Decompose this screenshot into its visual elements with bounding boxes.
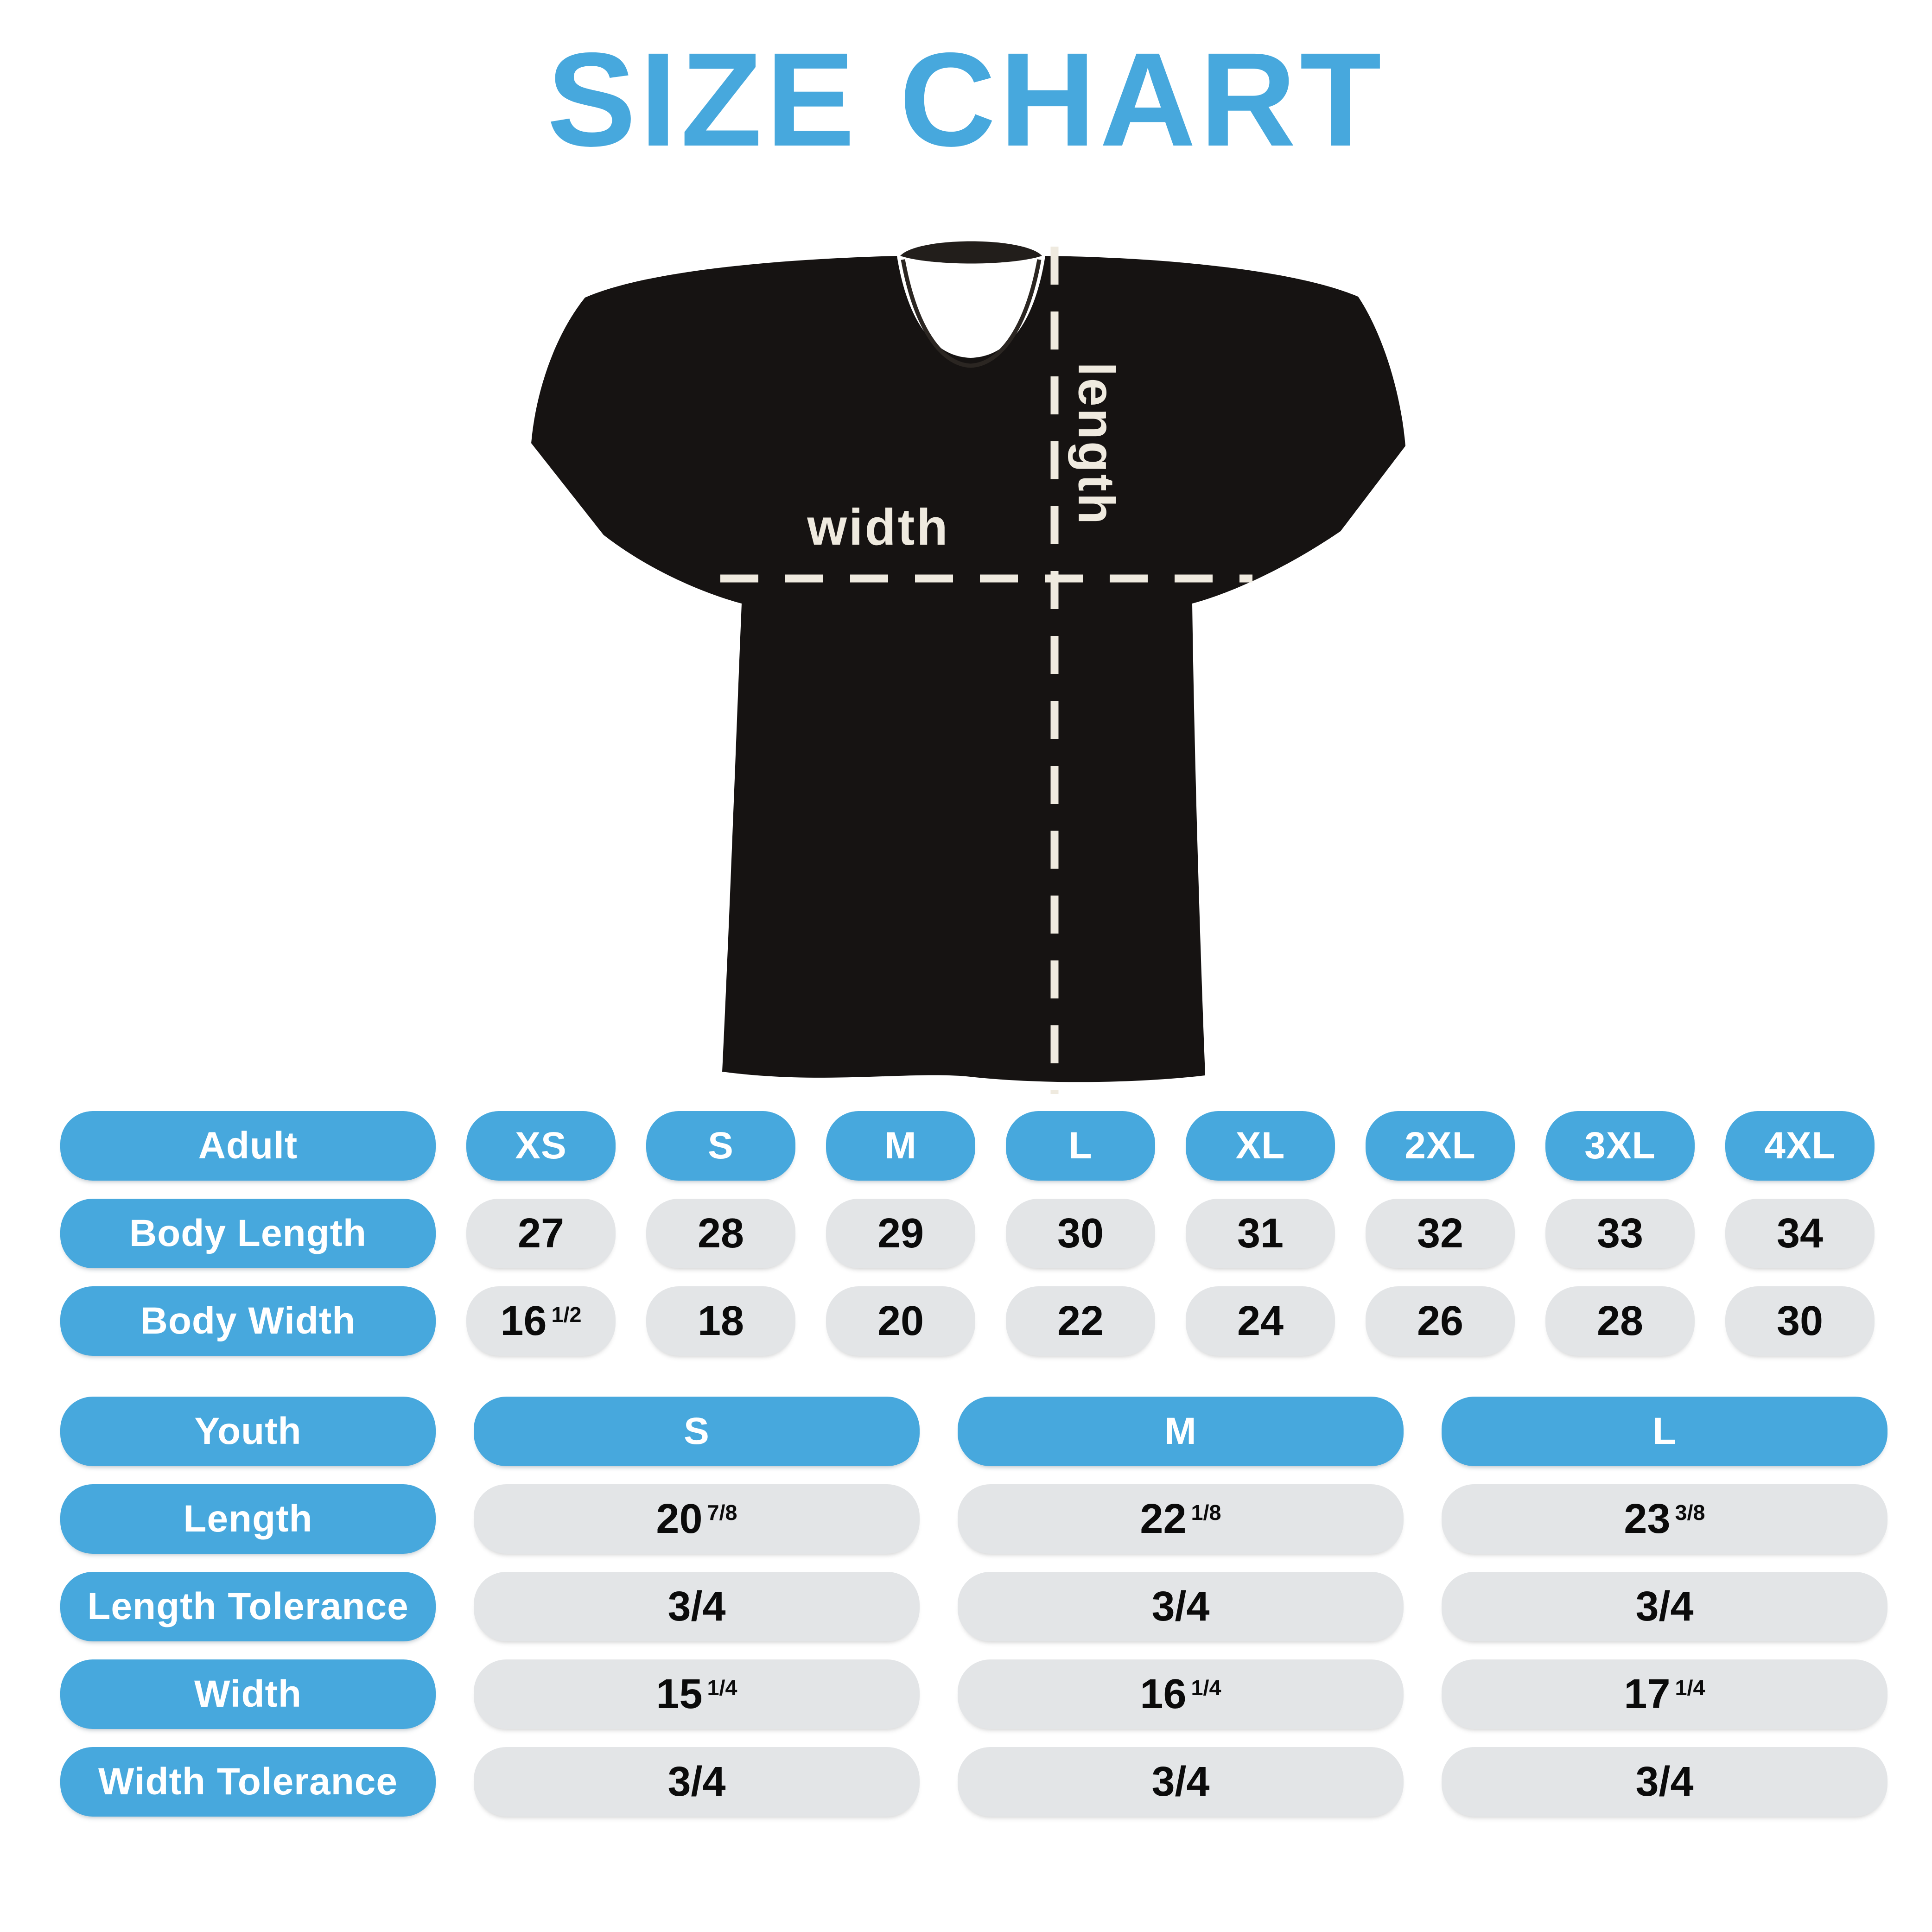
youth-width-s: 15 1/4 xyxy=(474,1659,920,1729)
body-length-2xl: 32 xyxy=(1366,1199,1515,1268)
adult-size-xs: XS xyxy=(466,1111,616,1181)
body-length-3xl: 33 xyxy=(1545,1199,1695,1268)
adult-header-row: Adult XS S M L XL 2XL 3XL 4XL xyxy=(60,1111,1875,1181)
body-length-4xl: 34 xyxy=(1725,1199,1875,1268)
youth-length-s: 20 7/8 xyxy=(474,1484,920,1554)
length-label: length xyxy=(1068,362,1125,526)
body-length-xl: 31 xyxy=(1186,1199,1335,1268)
adult-size-s: S xyxy=(646,1111,795,1181)
adult-size-xl: XL xyxy=(1186,1111,1335,1181)
body-width-s: 18 xyxy=(646,1286,795,1356)
youth-size-table: Youth S M L Length 20 7/8 22 1/8 23 3/8 Len… xyxy=(60,1397,1888,1835)
body-width-l: 22 xyxy=(1006,1286,1155,1356)
tshirt-silhouette xyxy=(531,256,1405,1082)
body-width-row: Body Width 16 1/2 18 20 22 24 26 28 30 xyxy=(60,1286,1875,1356)
body-length-row: Body Length 27 28 29 30 31 32 33 34 xyxy=(60,1199,1875,1268)
tshirt-graphic: width length xyxy=(531,241,1405,1094)
body-width-2xl: 26 xyxy=(1366,1286,1515,1356)
collar-band xyxy=(900,241,1042,264)
youth-length-row: Length 20 7/8 22 1/8 23 3/8 xyxy=(60,1484,1888,1554)
body-width-xs: 16 1/2 xyxy=(466,1286,616,1356)
body-length-xs: 27 xyxy=(466,1199,616,1268)
youth-width-tolerance-label: Width Tolerance xyxy=(60,1747,436,1817)
youth-width-label: Width xyxy=(60,1659,436,1729)
youth-width-l: 17 1/4 xyxy=(1442,1659,1888,1729)
body-width-4xl: 30 xyxy=(1725,1286,1875,1356)
youth-length-tolerance-row: Length Tolerance 3/4 3/4 3/4 xyxy=(60,1572,1888,1641)
youth-length-l: 23 3/8 xyxy=(1442,1484,1888,1554)
tshirt-measurement-diagram: width length xyxy=(501,204,1465,1112)
collar-seam xyxy=(901,259,1042,368)
youth-size-s: S xyxy=(474,1397,920,1466)
youth-length-m: 22 1/8 xyxy=(958,1484,1404,1554)
page-title: SIZE CHART xyxy=(547,25,1385,174)
youth-header-row: Youth S M L xyxy=(60,1397,1888,1466)
youth-length-label: Length xyxy=(60,1484,436,1554)
youth-size-l: L xyxy=(1442,1397,1888,1466)
youth-length-tolerance-m: 3/4 xyxy=(958,1572,1404,1641)
youth-width-tolerance-l: 3/4 xyxy=(1442,1747,1888,1817)
youth-width-tolerance-m: 3/4 xyxy=(958,1747,1404,1817)
adult-size-4xl: 4XL xyxy=(1725,1111,1875,1181)
youth-width-row: Width 15 1/4 16 1/4 17 1/4 xyxy=(60,1659,1888,1729)
youth-width-m: 16 1/4 xyxy=(958,1659,1404,1729)
body-length-l: 30 xyxy=(1006,1199,1155,1268)
body-length-s: 28 xyxy=(646,1199,795,1268)
adult-size-m: M xyxy=(826,1111,975,1181)
adult-size-table: Adult XS S M L XL 2XL 3XL 4XL Body Lengt… xyxy=(60,1111,1875,1374)
body-length-label: Body Length xyxy=(60,1199,436,1268)
youth-width-tolerance-row: Width Tolerance 3/4 3/4 3/4 xyxy=(60,1747,1888,1817)
adult-size-l: L xyxy=(1006,1111,1155,1181)
youth-size-m: M xyxy=(958,1397,1404,1466)
youth-length-tolerance-l: 3/4 xyxy=(1442,1572,1888,1641)
body-width-m: 20 xyxy=(826,1286,975,1356)
body-width-xl: 24 xyxy=(1186,1286,1335,1356)
width-label: width xyxy=(807,499,949,556)
adult-size-3xl: 3XL xyxy=(1545,1111,1695,1181)
adult-header: Adult xyxy=(60,1111,436,1181)
youth-length-tolerance-label: Length Tolerance xyxy=(60,1572,436,1641)
adult-size-2xl: 2XL xyxy=(1366,1111,1515,1181)
youth-width-tolerance-s: 3/4 xyxy=(474,1747,920,1817)
youth-header: Youth xyxy=(60,1397,436,1466)
body-length-m: 29 xyxy=(826,1199,975,1268)
body-width-label: Body Width xyxy=(60,1286,436,1356)
body-width-3xl: 28 xyxy=(1545,1286,1695,1356)
youth-length-tolerance-s: 3/4 xyxy=(474,1572,920,1641)
